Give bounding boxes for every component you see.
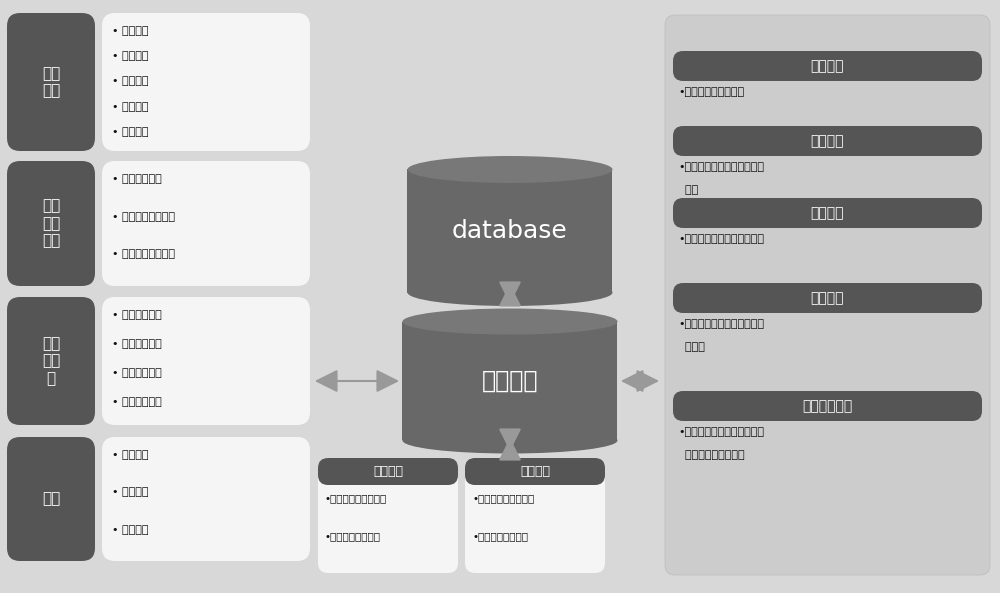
FancyBboxPatch shape — [318, 458, 458, 573]
Text: •利用手动或自动方式设计正: •利用手动或自动方式设计正 — [678, 427, 764, 437]
Text: • 工区修改: • 工区修改 — [112, 51, 148, 61]
Text: •在时间域修改和调整模型控: •在时间域修改和调整模型控 — [678, 162, 764, 172]
Text: • 测井数据管理: • 测井数据管理 — [112, 368, 162, 378]
Text: • 增加用户: • 增加用户 — [112, 450, 148, 460]
Text: 三维显示: 三维显示 — [373, 465, 403, 478]
FancyBboxPatch shape — [102, 437, 310, 561]
Text: 地质导向: 地质导向 — [811, 291, 844, 305]
Text: • 工区收量: • 工区收量 — [112, 127, 148, 137]
Bar — [408, 170, 612, 292]
Text: 二维显示: 二维显示 — [520, 465, 550, 478]
Ellipse shape — [408, 279, 612, 306]
Text: database: database — [452, 219, 568, 243]
Text: 用户: 用户 — [42, 492, 60, 506]
Text: • 井斜数据管理: • 井斜数据管理 — [112, 310, 162, 320]
FancyBboxPatch shape — [673, 198, 982, 228]
FancyBboxPatch shape — [465, 458, 605, 485]
Text: • 录井数据管理: • 录井数据管理 — [112, 339, 162, 349]
FancyBboxPatch shape — [7, 161, 95, 286]
Text: 多井对比: 多井对比 — [811, 59, 844, 73]
Text: 系统文件: 系统文件 — [482, 369, 538, 393]
FancyBboxPatch shape — [673, 51, 982, 81]
Text: 控制点: 控制点 — [678, 342, 705, 352]
Text: •根据轨迹上关键点调整模型: •根据轨迹上关键点调整模型 — [678, 319, 764, 329]
Text: 工区
管理: 工区 管理 — [42, 66, 60, 98]
Text: •二维地质模型显示: •二维地质模型显示 — [472, 531, 528, 541]
FancyBboxPatch shape — [665, 15, 990, 575]
Text: 制点: 制点 — [678, 185, 698, 195]
Text: •二维曲线、轨迹显示: •二维曲线、轨迹显示 — [472, 493, 534, 503]
FancyBboxPatch shape — [102, 161, 310, 286]
FancyBboxPatch shape — [102, 297, 310, 425]
FancyBboxPatch shape — [7, 437, 95, 561]
Text: •三维地质模型显示: •三维地质模型显示 — [325, 531, 381, 541]
Text: • 预设靶点数据管理: • 预设靶点数据管理 — [112, 249, 175, 259]
FancyBboxPatch shape — [7, 13, 95, 151]
Text: 井震对比: 井震对比 — [811, 134, 844, 148]
Ellipse shape — [402, 428, 618, 454]
Text: • 修改用户: • 修改用户 — [112, 525, 148, 535]
Text: 工区
数据
管理: 工区 数据 管理 — [42, 199, 60, 248]
Text: • 工区创建: • 工区创建 — [112, 26, 148, 36]
Text: • 工区备份: • 工区备份 — [112, 101, 148, 111]
Text: •三维轨迹、曲线显示: •三维轨迹、曲线显示 — [325, 493, 387, 503]
Text: • 工区删除: • 工区删除 — [112, 76, 148, 87]
Text: •建立初始模型控制点: •建立初始模型控制点 — [678, 87, 744, 97]
Text: 井数
据管
理: 井数 据管 理 — [42, 336, 60, 386]
Text: • 删除用户: • 删除用户 — [112, 487, 148, 498]
FancyBboxPatch shape — [318, 458, 458, 485]
Text: 水平投影: 水平投影 — [811, 206, 844, 220]
Text: 钒钒头后的钒井轨迹: 钒钒头后的钒井轨迹 — [678, 450, 745, 460]
FancyBboxPatch shape — [7, 297, 95, 425]
Text: • 井位数据管理: • 井位数据管理 — [112, 174, 162, 184]
Text: 待钒轨迹设计: 待钒轨迹设计 — [802, 399, 853, 413]
Text: • 钒井进度管理: • 钒井进度管理 — [112, 397, 162, 407]
Ellipse shape — [408, 156, 612, 183]
Bar — [402, 321, 617, 441]
FancyBboxPatch shape — [465, 458, 605, 573]
FancyBboxPatch shape — [102, 13, 310, 151]
FancyBboxPatch shape — [673, 126, 982, 156]
FancyBboxPatch shape — [673, 283, 982, 313]
FancyBboxPatch shape — [673, 391, 982, 421]
Text: • 地质模型数据管理: • 地质模型数据管理 — [112, 212, 175, 222]
Text: •建立初始模型后或调整模型: •建立初始模型后或调整模型 — [678, 234, 764, 244]
Ellipse shape — [402, 308, 618, 334]
